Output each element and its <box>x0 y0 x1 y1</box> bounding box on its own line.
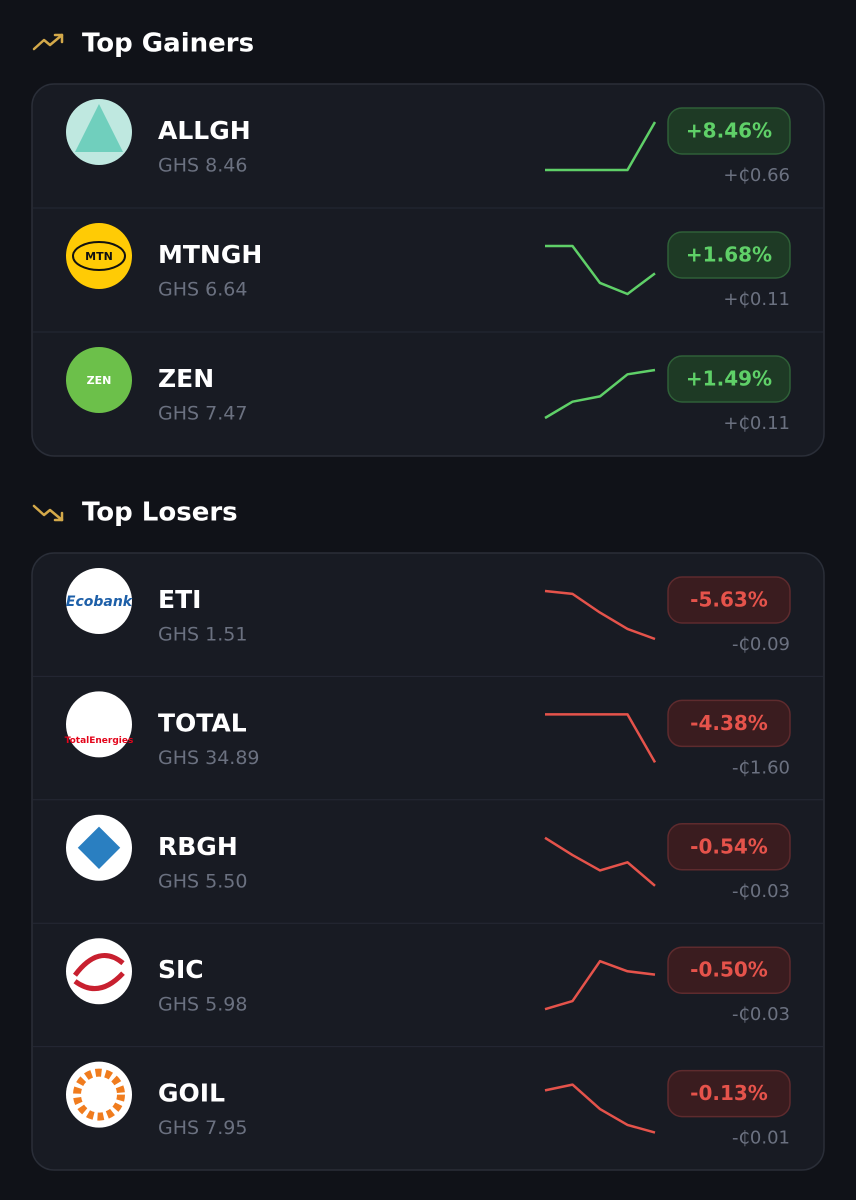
sparkline <box>544 1083 656 1134</box>
change-amount: -₵0.01 <box>732 1128 790 1149</box>
stock-row[interactable]: ALLGH GHS 8.46 +8.46% +₵0.66 <box>66 99 791 186</box>
trend-icon-head <box>53 511 64 522</box>
section-title: Top Losers <box>82 498 238 528</box>
stock-logo <box>66 691 132 758</box>
sparkline <box>545 121 657 172</box>
stock-logo <box>66 223 132 289</box>
trend-icon <box>32 504 64 522</box>
change-percent: -5.63% <box>690 588 768 612</box>
logo-shape <box>72 241 126 271</box>
stock-row[interactable]: Ecobank ETI GHS 1.51 -5.63% -₵0.09 <box>66 568 791 655</box>
change-amount: -₵1.60 <box>732 757 790 778</box>
ticker: RBGH <box>158 832 238 861</box>
change-amount: +₵0.11 <box>723 413 790 434</box>
price: GHS 5.50 <box>158 870 247 892</box>
change-amount: -₵0.03 <box>732 1004 790 1025</box>
stock-row[interactable]: ZEN ZEN GHS 7.47 +1.49% +₵0.11 <box>33 331 823 434</box>
logo-text: ZEN <box>87 374 112 387</box>
price: GHS 1.51 <box>158 624 247 646</box>
change-percent: +1.68% <box>686 243 772 267</box>
logo-text: MTN <box>85 250 113 263</box>
price: GHS 6.64 <box>158 279 247 301</box>
card <box>31 552 825 1171</box>
change-percent: -0.50% <box>690 958 768 982</box>
ticker: ETI <box>158 585 201 614</box>
logo-shape <box>75 104 123 152</box>
change-badge <box>667 946 791 994</box>
stock-row[interactable]: SIC GHS 5.98 -0.50% -₵0.03 <box>33 922 823 1025</box>
ticker: MTNGH <box>158 240 262 269</box>
change-percent: +8.46% <box>686 119 772 143</box>
ticker: ZEN <box>158 364 214 393</box>
change-amount: +₵0.11 <box>723 289 790 310</box>
section-title: Top Gainers <box>82 29 254 59</box>
price: GHS 34.89 <box>158 747 260 769</box>
ticker: TOTAL <box>158 708 247 737</box>
trend-icon <box>32 33 64 51</box>
stock-row[interactable]: MTN MTNGH GHS 6.64 +1.68% +₵0.11 <box>33 207 823 310</box>
ticker: ALLGH <box>158 116 251 145</box>
stock-row[interactable]: GOIL GHS 7.95 -0.13% -₵0.01 <box>33 1046 823 1149</box>
sparkline <box>545 244 656 296</box>
price: GHS 5.98 <box>158 994 247 1016</box>
change-amount: +₵0.66 <box>723 165 790 186</box>
sparkline <box>544 836 656 887</box>
change-amount: -₵0.09 <box>732 634 790 655</box>
logo-text: Ecobank <box>66 594 134 610</box>
change-badge <box>667 355 791 403</box>
ticker: GOIL <box>158 1079 225 1108</box>
price: GHS 8.46 <box>158 155 247 177</box>
price: GHS 7.47 <box>158 403 247 425</box>
sparkline <box>544 589 656 641</box>
sparkline <box>545 713 657 764</box>
sparkline <box>544 368 656 420</box>
change-percent: -0.13% <box>690 1081 768 1105</box>
trend-icon-head <box>53 33 64 44</box>
change-badge <box>667 231 791 279</box>
logo-shape <box>73 953 125 992</box>
card <box>31 83 825 457</box>
change-percent: -0.54% <box>690 834 768 858</box>
price: GHS 7.95 <box>158 1117 247 1139</box>
change-badge <box>667 576 791 624</box>
stock-row[interactable]: TotalEnergies TOTAL GHS 34.89 -4.38% -₵1.60 <box>33 675 823 778</box>
stock-logo <box>66 568 132 634</box>
change-badge <box>667 699 791 748</box>
logo-shape <box>73 1068 125 1121</box>
change-percent: +1.49% <box>686 367 772 391</box>
ticker: SIC <box>158 955 204 984</box>
stock-logo <box>66 347 132 413</box>
change-badge <box>667 823 791 871</box>
logo-text: TotalEnergies <box>65 736 134 746</box>
change-badge <box>667 1069 791 1118</box>
change-amount: -₵0.03 <box>732 881 790 902</box>
change-badge <box>667 107 791 155</box>
stock-row[interactable]: RBGH GHS 5.50 -0.54% -₵0.03 <box>33 799 823 902</box>
sparkline <box>544 959 656 1011</box>
change-percent: -4.38% <box>690 711 768 735</box>
